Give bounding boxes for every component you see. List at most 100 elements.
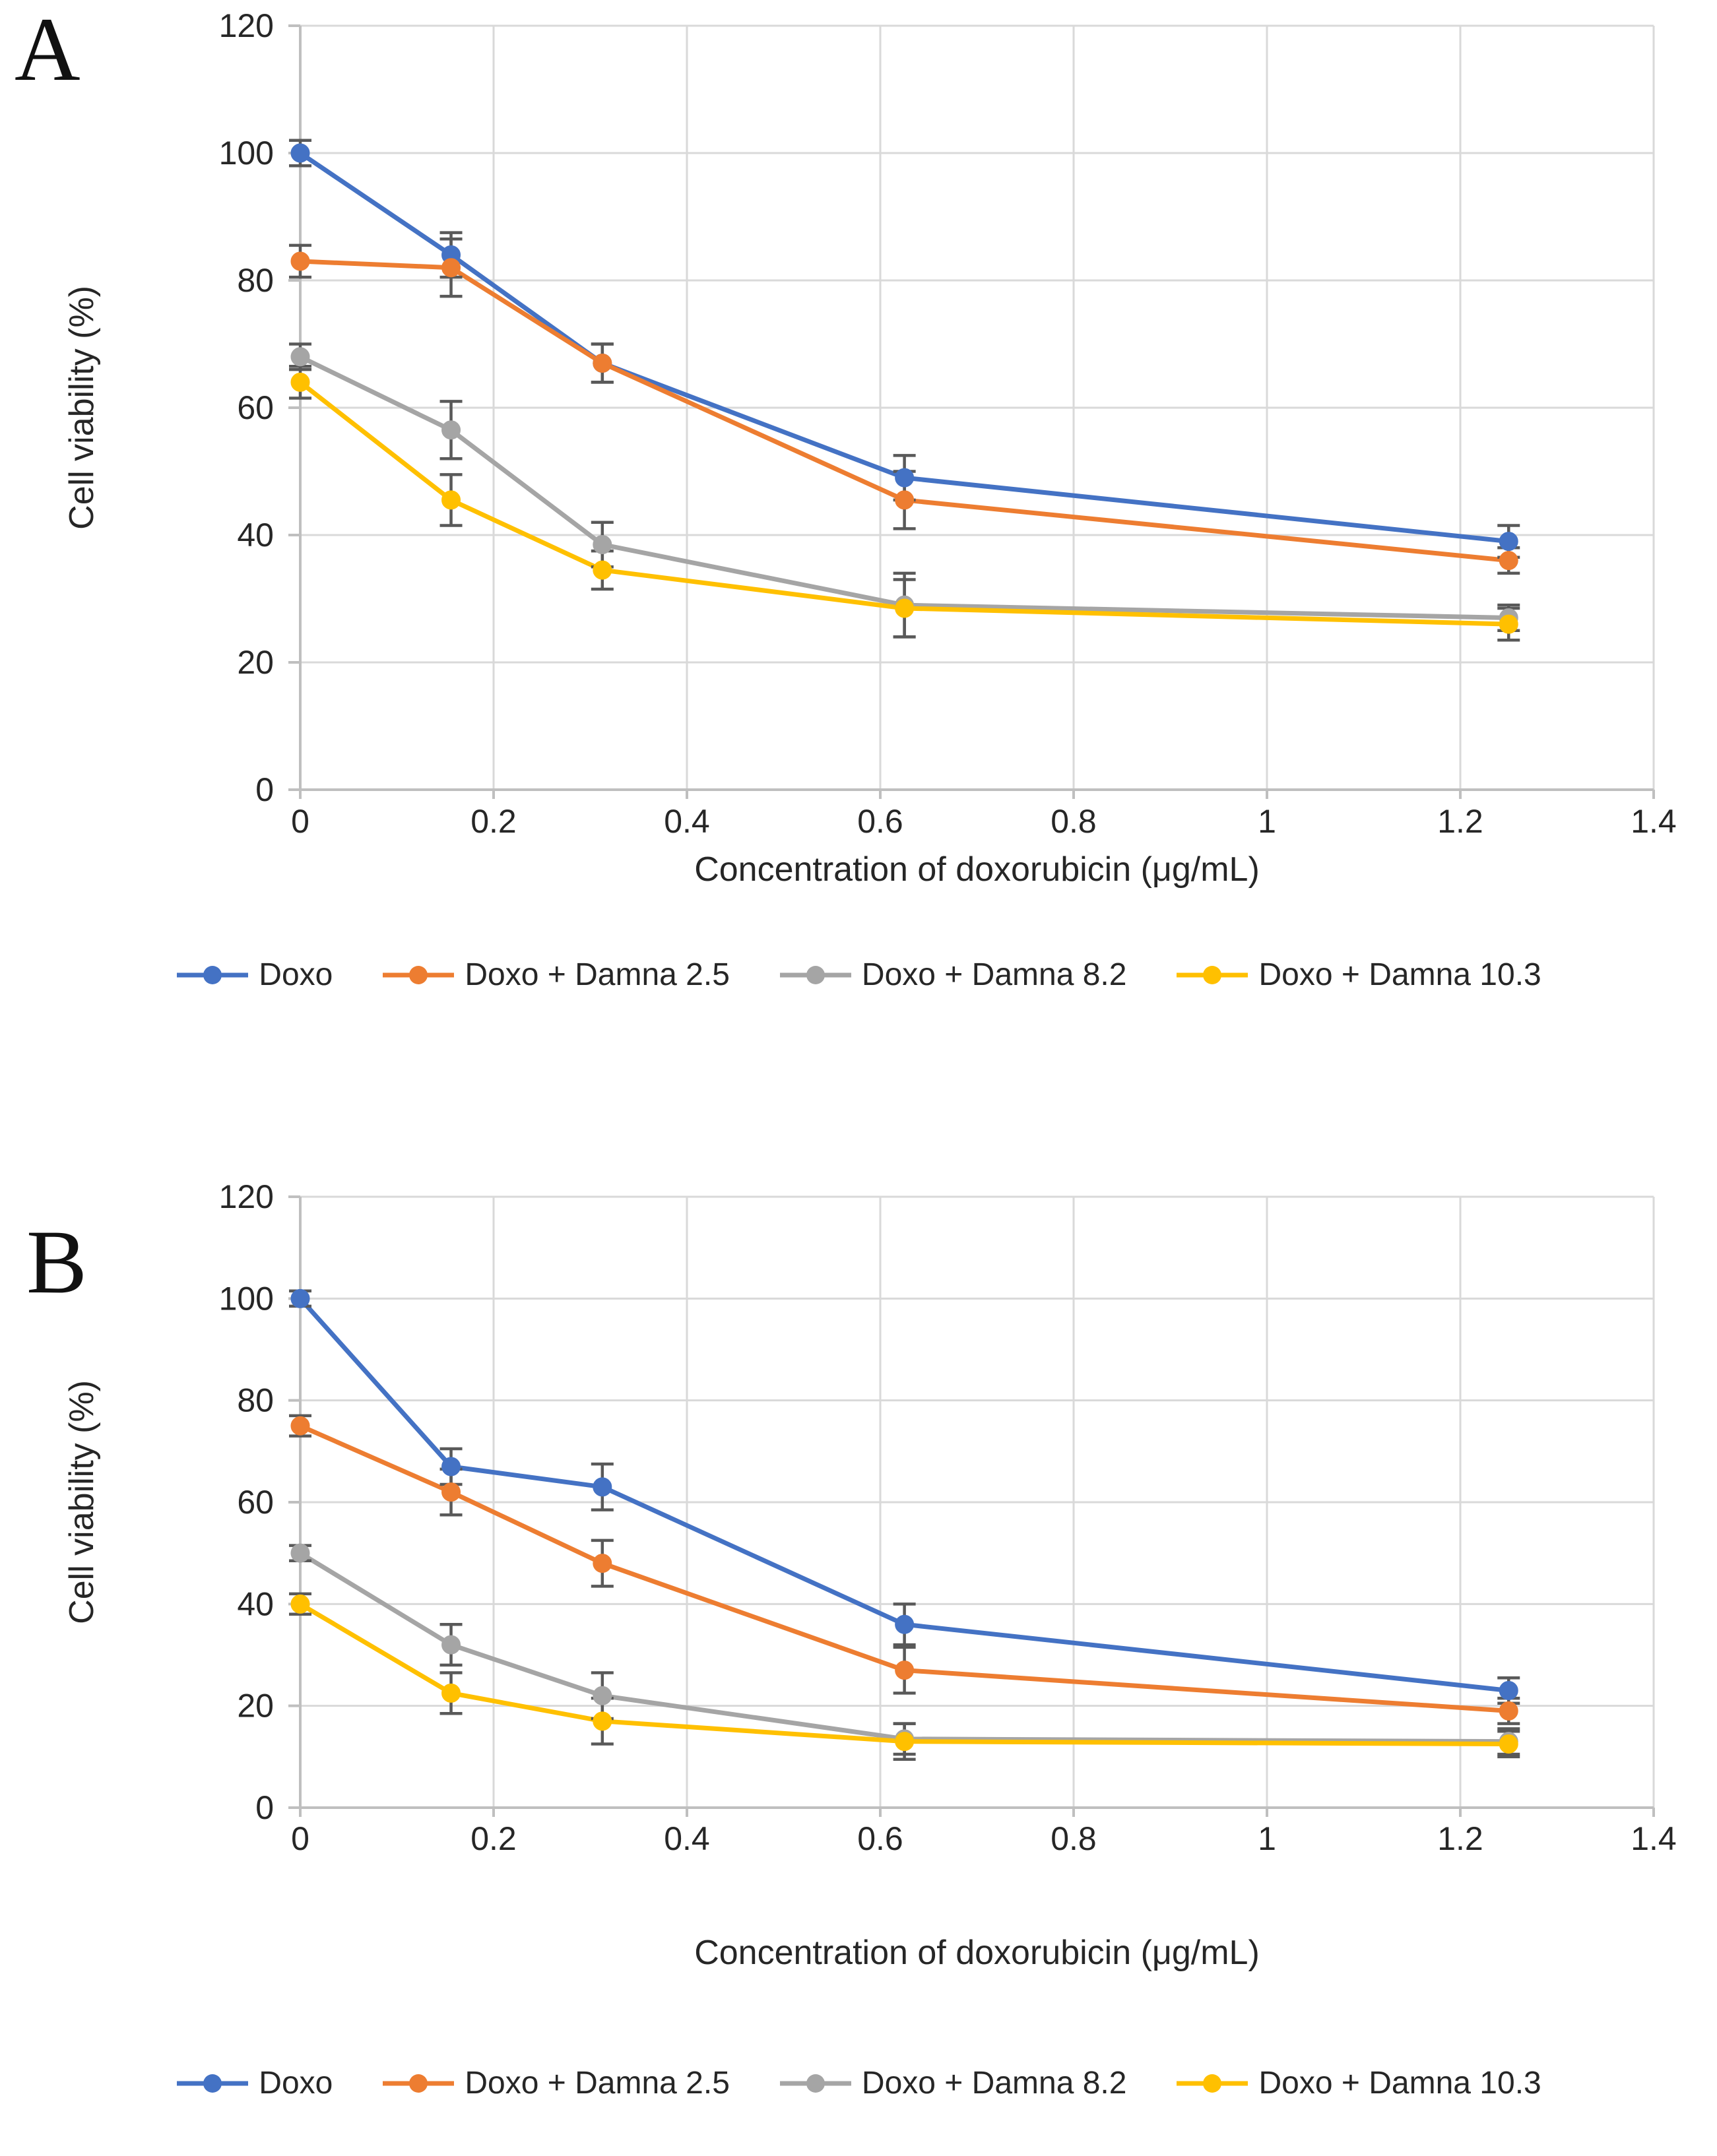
y-tick-label: 80: [237, 1382, 274, 1419]
legend-item: Doxo: [176, 957, 333, 993]
chart-a-plot: 0 20 40 60 80 100 120 0 0.2 0.4 0.6 0.8 1 1.2 1.4: [219, 7, 1677, 840]
y-tick-label: 100: [219, 135, 274, 172]
data-point-marker: [895, 598, 915, 618]
data-point-marker: [1499, 1681, 1518, 1701]
legend-series-marker-icon: [779, 965, 851, 984]
data-point-marker: [593, 560, 612, 580]
data-point-marker: [593, 534, 612, 554]
data-point-marker: [593, 353, 612, 373]
y-tick-label: 120: [219, 7, 274, 44]
chart-b-y-axis-title-box: Cell viability (%): [61, 1238, 103, 1766]
data-point-marker: [1499, 1734, 1518, 1754]
data-point-marker: [290, 347, 310, 367]
data-point-marker: [290, 143, 310, 163]
legend-series-marker-icon: [177, 2074, 249, 2093]
tick-labels: 0 20 40 60 80 100 120 0 0.2 0.4 0.6 0.8 1 1.2 1.4: [219, 1178, 1677, 1857]
legend-label: Doxo + Damna 10.3: [1258, 957, 1541, 992]
data-point-marker: [441, 1457, 461, 1476]
data-point-marker: [895, 468, 915, 488]
legend-label: Doxo + Damna 8.2: [861, 2066, 1127, 2101]
chart-b-plot: 0 20 40 60 80 100 120 0 0.2 0.4 0.6 0.8 1 1.2 1.4: [219, 1178, 1677, 1857]
data-point-marker: [441, 490, 461, 510]
data-point-marker: [290, 1416, 310, 1436]
legend-label: Doxo: [259, 957, 333, 992]
data-point-marker: [593, 1554, 612, 1573]
x-tick-label: 1.2: [1437, 803, 1483, 840]
y-tick-label: 20: [237, 644, 274, 681]
y-tick-label: 40: [237, 517, 274, 554]
data-point-marker: [441, 1635, 461, 1655]
chart-b-y-axis-title: Cell viability (%): [63, 1380, 101, 1624]
data-point-marker: [441, 1683, 461, 1703]
x-tick-label: 1.4: [1631, 1820, 1677, 1857]
gridlines: [300, 24, 1655, 790]
panel-a-label: A: [15, 0, 81, 100]
y-tick-label: 100: [219, 1280, 274, 1317]
data-point-marker: [593, 1477, 612, 1497]
error-bars: [289, 139, 1520, 642]
data-point-marker: [290, 251, 310, 271]
axes: [288, 24, 1655, 799]
data-point-marker: [593, 1686, 612, 1705]
data-point-marker: [1499, 532, 1518, 552]
data-point-marker: [441, 1482, 461, 1502]
x-tick-label: 0: [291, 803, 309, 840]
legend-item: Doxo + Damna 2.5: [381, 957, 730, 993]
data-point-marker: [441, 420, 461, 440]
legend-series-marker-icon: [383, 2074, 455, 2093]
chart-a-x-axis-title: Concentration of doxorubicin (μg/mL): [694, 850, 1260, 889]
data-point-marker: [290, 1288, 310, 1308]
legend-series-marker-icon: [779, 2074, 851, 2093]
x-tick-label: 1: [1258, 1820, 1276, 1857]
chart-b-legend: Doxo Doxo + Damna 2.5 Doxo + Damna 8.2 Doxo…: [0, 2065, 1717, 2101]
y-tick-label: 40: [237, 1585, 274, 1622]
x-tick-label: 0.2: [470, 803, 517, 840]
series-markers-3: [290, 1594, 1518, 1754]
chart-a-y-axis-title: Cell viability (%): [63, 286, 101, 530]
data-point-marker: [290, 1543, 310, 1563]
y-tick-label: 0: [255, 771, 274, 808]
y-tick-label: 60: [237, 389, 274, 426]
x-tick-label: 0.6: [857, 1820, 903, 1857]
legend-label: Doxo + Damna 2.5: [465, 2066, 730, 2101]
legend-label: Doxo + Damna 10.3: [1258, 2066, 1541, 2101]
figure-panel-a: A 0 20 40 60 80 100 120 0 0.2 0.4 0.6 0.8 1 1.2 1.4 Ce…: [0, 0, 1717, 993]
legend-label: Doxo: [259, 2066, 333, 2101]
y-tick-label: 0: [255, 1789, 274, 1826]
data-point-marker: [895, 1732, 915, 1752]
legend-item: Doxo + Damna 8.2: [779, 957, 1127, 993]
gridlines: [300, 1195, 1655, 1808]
legend-series-marker-icon: [383, 965, 455, 984]
chart-b-x-axis-title: Concentration of doxorubicin (μg/mL): [694, 1934, 1260, 1972]
x-tick-label: 0.6: [857, 803, 903, 840]
series-markers-1: [290, 1416, 1518, 1721]
x-tick-label: 0.4: [664, 803, 710, 840]
data-point-marker: [1499, 614, 1518, 634]
tick-labels: 0 20 40 60 80 100 120 0 0.2 0.4 0.6 0.8 1 1.2 1.4: [219, 7, 1677, 840]
figure-panel-b: B 0 20 40 60 80 100 120 0 0.2 0.4 0.6 0.8 1 1.2 1.4 Ce…: [0, 1078, 1717, 2156]
data-point-marker: [895, 490, 915, 510]
x-tick-label: 1.2: [1437, 1820, 1483, 1857]
x-tick-label: 0.2: [470, 1820, 517, 1857]
data-point-marker: [290, 372, 310, 392]
data-point-marker: [441, 258, 461, 278]
legend-item: Doxo: [176, 2065, 333, 2101]
data-point-marker: [1499, 551, 1518, 571]
series-markers-1: [290, 251, 1518, 571]
legend-item: Doxo + Damna 10.3: [1175, 2065, 1541, 2101]
error-bars: [289, 1289, 1520, 1761]
data-point-marker: [593, 1711, 612, 1731]
y-tick-label: 20: [237, 1688, 274, 1725]
x-tick-label: 1.4: [1631, 803, 1677, 840]
x-tick-label: 0.4: [664, 1820, 710, 1857]
x-tick-label: 0: [291, 1820, 309, 1857]
legend-label: Doxo + Damna 2.5: [465, 957, 730, 992]
y-tick-label: 80: [237, 262, 274, 299]
legend-item: Doxo + Damna 2.5: [381, 2065, 730, 2101]
y-tick-label: 120: [219, 1178, 274, 1215]
chart-a-legend: Doxo Doxo + Damna 2.5 Doxo + Damna 8.2 Doxo…: [0, 957, 1717, 993]
data-point-marker: [895, 1614, 915, 1634]
legend-item: Doxo + Damna 8.2: [779, 2065, 1127, 2101]
x-tick-label: 1: [1258, 803, 1276, 840]
legend-label: Doxo + Damna 8.2: [861, 957, 1127, 992]
